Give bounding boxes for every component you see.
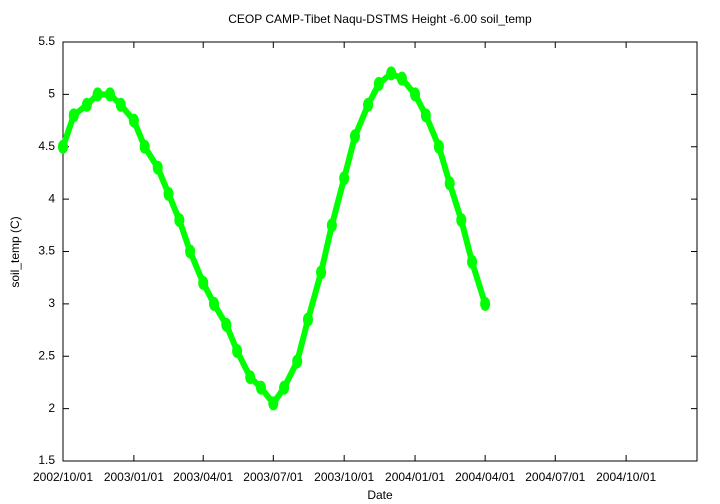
y-tick-label: 3.5 <box>38 244 55 258</box>
x-tick-label: 2003/07/01 <box>243 470 303 484</box>
data-point <box>81 97 92 112</box>
data-point <box>480 296 491 311</box>
data-point <box>363 97 374 112</box>
data-point <box>292 354 303 369</box>
series-line <box>60 70 489 407</box>
x-tick-label: 2002/10/01 <box>33 470 93 484</box>
y-tick-label: 5.5 <box>38 34 55 48</box>
data-point <box>386 66 397 81</box>
data-point <box>92 87 103 102</box>
x-tick-label: 2003/01/01 <box>104 470 164 484</box>
y-tick-label: 5 <box>48 87 55 101</box>
data-point <box>208 296 219 311</box>
data-point <box>221 317 232 332</box>
data-point <box>58 139 68 154</box>
data-point <box>232 344 243 359</box>
x-tick-label: 2003/04/01 <box>173 470 233 484</box>
data-point <box>255 380 266 395</box>
data-point <box>433 139 444 154</box>
y-tick-label: 4.5 <box>38 139 55 153</box>
y-axis-label: soil_temp (C) <box>8 216 22 287</box>
data-point <box>245 370 256 385</box>
data-point <box>268 396 279 411</box>
data-point <box>339 171 350 186</box>
data-point <box>396 71 407 86</box>
data-point <box>316 265 327 280</box>
y-tick-label: 1.5 <box>38 453 55 467</box>
data-point <box>174 213 185 228</box>
data-point <box>420 108 431 123</box>
data-point <box>302 312 313 327</box>
data-point <box>410 87 421 102</box>
data-point <box>163 186 174 201</box>
data-point <box>152 160 163 175</box>
y-tick-label: 4 <box>48 191 55 205</box>
data-point <box>128 113 139 128</box>
data-point <box>456 213 467 228</box>
data-point <box>467 254 478 269</box>
x-tick-label: 2003/10/01 <box>314 470 374 484</box>
y-tick-label: 3 <box>48 296 55 310</box>
y-tick-label: 2 <box>48 401 55 415</box>
data-point <box>185 244 196 259</box>
x-tick-label: 2004/04/01 <box>455 470 515 484</box>
x-tick-label: 2004/10/01 <box>596 470 656 484</box>
data-point <box>373 76 384 91</box>
data-point <box>139 139 150 154</box>
data-point <box>198 275 209 290</box>
chart-title: CEOP CAMP-Tibet Naqu-DSTMS Height -6.00 … <box>228 12 532 26</box>
data-point <box>115 97 126 112</box>
data-point <box>326 218 337 233</box>
x-axis-label: Date <box>367 488 393 502</box>
plot-frame <box>62 41 698 462</box>
data-point <box>349 129 360 144</box>
data-point <box>104 87 115 102</box>
data-point <box>279 380 290 395</box>
x-tick-label: 2004/01/01 <box>385 470 445 484</box>
data-point <box>68 108 79 123</box>
y-tick-label: 2.5 <box>38 348 55 362</box>
data-point <box>444 176 455 191</box>
x-tick-label: 2004/07/01 <box>525 470 585 484</box>
